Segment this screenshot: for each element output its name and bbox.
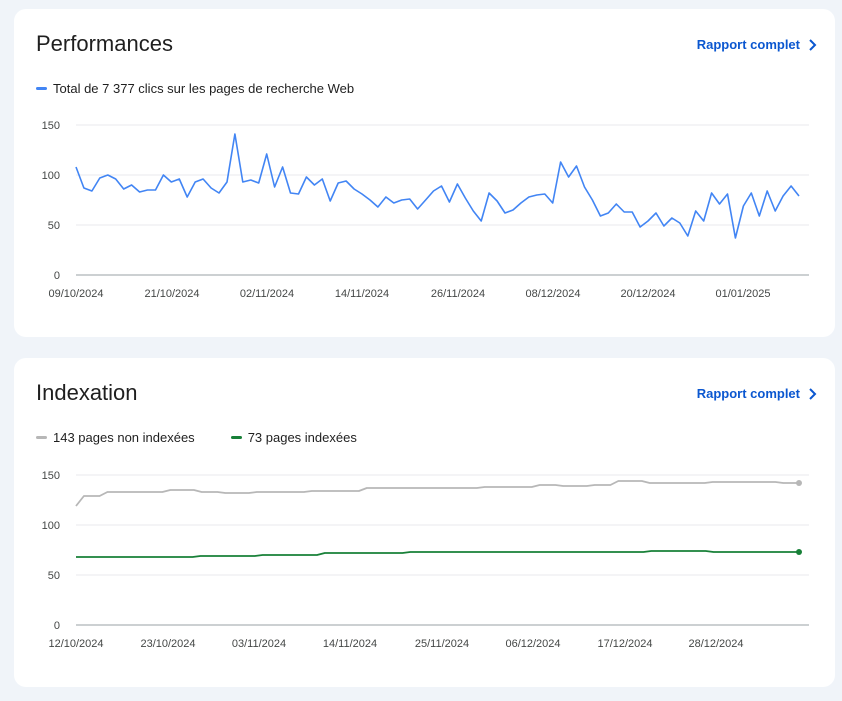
- x-tick-label: 02/11/2024: [240, 288, 294, 300]
- series-end-point-2[interactable]: [796, 549, 802, 555]
- chevron-right-icon: [809, 38, 817, 51]
- x-tick-label: 09/10/2024: [48, 288, 103, 300]
- legend-item-clicks[interactable]: Total de 7 377 clics sur les pages de re…: [36, 81, 354, 96]
- x-tick-label: 14/11/2024: [323, 638, 377, 650]
- x-tick-label: 01/01/2025: [715, 288, 770, 300]
- legend-label-clicks: Total de 7 377 clics sur les pages de re…: [53, 81, 355, 96]
- series-line-1[interactable]: [75, 480, 799, 507]
- indexation-legend: 143 pages non indexées 73 pages indexées: [36, 430, 357, 445]
- performance-card: Performances Rapport complet Total de 7 …: [14, 9, 835, 337]
- y-tick-label: 100: [42, 520, 60, 532]
- performance-chart: 150 100 50 0 09/10/2024 21/10/2024 02/11/2024 1…: [42, 120, 809, 300]
- x-tick-label: 28/12/2024: [688, 638, 743, 650]
- x-tick-label: 25/11/2024: [415, 638, 469, 650]
- y-tick-label: 50: [48, 570, 60, 582]
- legend-item-indexed[interactable]: 73 pages indexées: [230, 430, 357, 445]
- y-tick-label: 100: [42, 170, 60, 182]
- indexation-card: Indexation Rapport complet 143 pages non…: [14, 358, 835, 687]
- x-tick-label: 26/11/2024: [431, 288, 485, 300]
- performance-report-link-label: Rapport complet: [696, 37, 800, 52]
- indexation-title: Indexation: [36, 380, 138, 405]
- legend-label-indexed: 73 pages indexées: [247, 430, 357, 445]
- indexation-report-link[interactable]: Rapport complet: [697, 386, 817, 401]
- y-tick-label: 50: [48, 220, 60, 232]
- legend-swatch-clicks: [36, 87, 47, 90]
- x-tick-label: 06/12/2024: [505, 638, 560, 650]
- x-tick-label: 17/12/2024: [597, 638, 652, 650]
- performance-legend: Total de 7 377 clics sur les pages de re…: [36, 81, 354, 96]
- series-line-2[interactable]: [76, 550, 799, 558]
- legend-swatch-non-indexed: [36, 436, 47, 439]
- indexation-chart: 150 100 50 0 12/10/2024 23/10/2024 03/11/2024 1…: [42, 470, 809, 650]
- series-end-point-1[interactable]: [796, 480, 802, 486]
- x-tick-label: 21/10/2024: [144, 288, 199, 300]
- x-tick-label: 12/10/2024: [48, 638, 103, 650]
- y-tick-label: 150: [42, 120, 60, 132]
- performance-report-link[interactable]: Rapport complet: [697, 37, 817, 52]
- x-tick-label: 23/10/2024: [140, 638, 195, 650]
- series-line-1[interactable]: [75, 133, 800, 239]
- x-tick-label: 08/12/2024: [525, 288, 580, 300]
- y-tick-label: 0: [54, 620, 60, 632]
- indexation-report-link-label: Rapport complet: [696, 386, 800, 401]
- x-tick-label: 20/12/2024: [620, 288, 675, 300]
- y-tick-label: 0: [54, 270, 60, 282]
- legend-label-non-indexed: 143 pages non indexées: [53, 430, 195, 445]
- legend-item-non-indexed[interactable]: 143 pages non indexées: [36, 430, 195, 445]
- x-tick-label: 03/11/2024: [232, 638, 286, 650]
- x-tick-label: 14/11/2024: [335, 288, 389, 300]
- y-tick-label: 150: [42, 470, 60, 482]
- chevron-right-icon: [809, 387, 817, 400]
- legend-swatch-indexed: [230, 436, 242, 439]
- performance-title: Performances: [36, 31, 173, 56]
